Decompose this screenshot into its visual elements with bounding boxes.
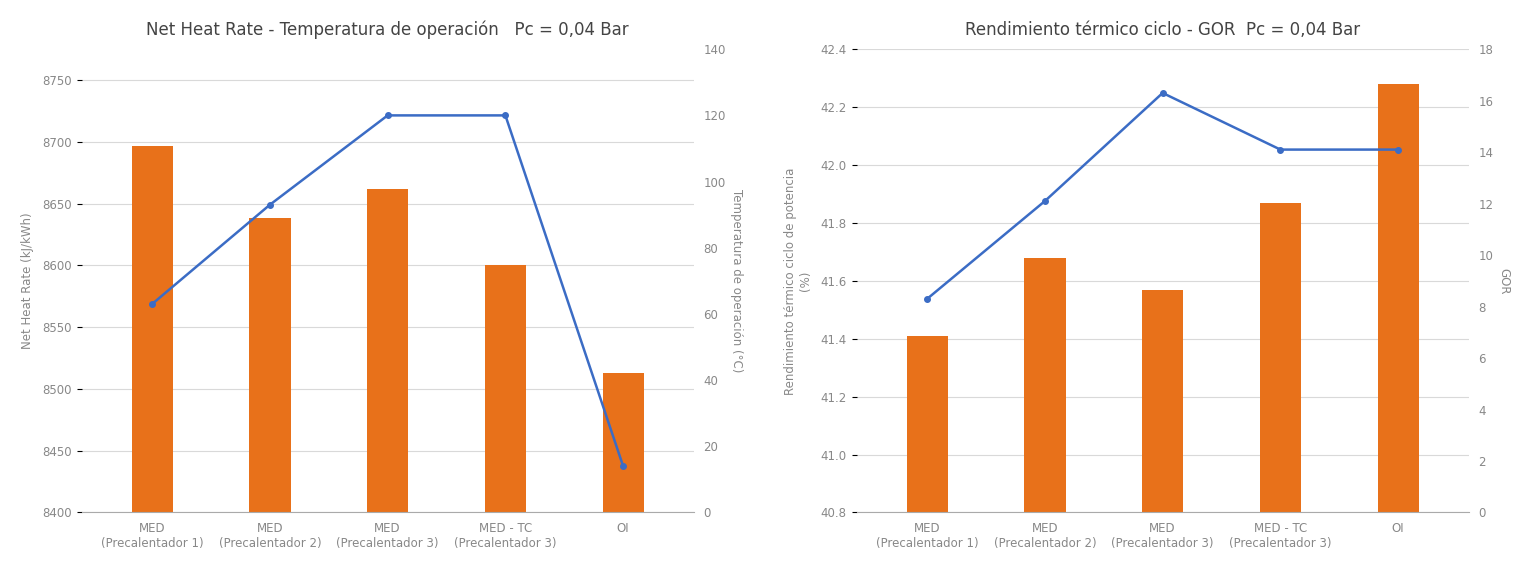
Y-axis label: GOR: GOR bbox=[1497, 268, 1510, 294]
Bar bbox=[603, 373, 643, 512]
Bar bbox=[1024, 258, 1066, 512]
Bar bbox=[250, 219, 291, 512]
Bar bbox=[906, 336, 948, 512]
Bar bbox=[367, 189, 409, 512]
Bar bbox=[132, 146, 173, 512]
Title: Rendimiento térmico ciclo - GOR  Pc = 0,04 Bar: Rendimiento térmico ciclo - GOR Pc = 0,0… bbox=[965, 21, 1360, 39]
Title: Net Heat Rate - Temperatura de operación   Pc = 0,04 Bar: Net Heat Rate - Temperatura de operación… bbox=[147, 21, 629, 39]
Y-axis label: Temperatura de operación (°C): Temperatura de operación (°C) bbox=[730, 189, 743, 372]
Y-axis label: Rendimiento térmico ciclo de potencia
(%): Rendimiento térmico ciclo de potencia (%… bbox=[784, 167, 813, 395]
Bar bbox=[1142, 289, 1183, 512]
Y-axis label: Net Heat Rate (kJ/kWh): Net Heat Rate (kJ/kWh) bbox=[21, 212, 34, 349]
Bar bbox=[1260, 203, 1301, 512]
Bar bbox=[1378, 84, 1419, 512]
Bar bbox=[485, 266, 527, 512]
